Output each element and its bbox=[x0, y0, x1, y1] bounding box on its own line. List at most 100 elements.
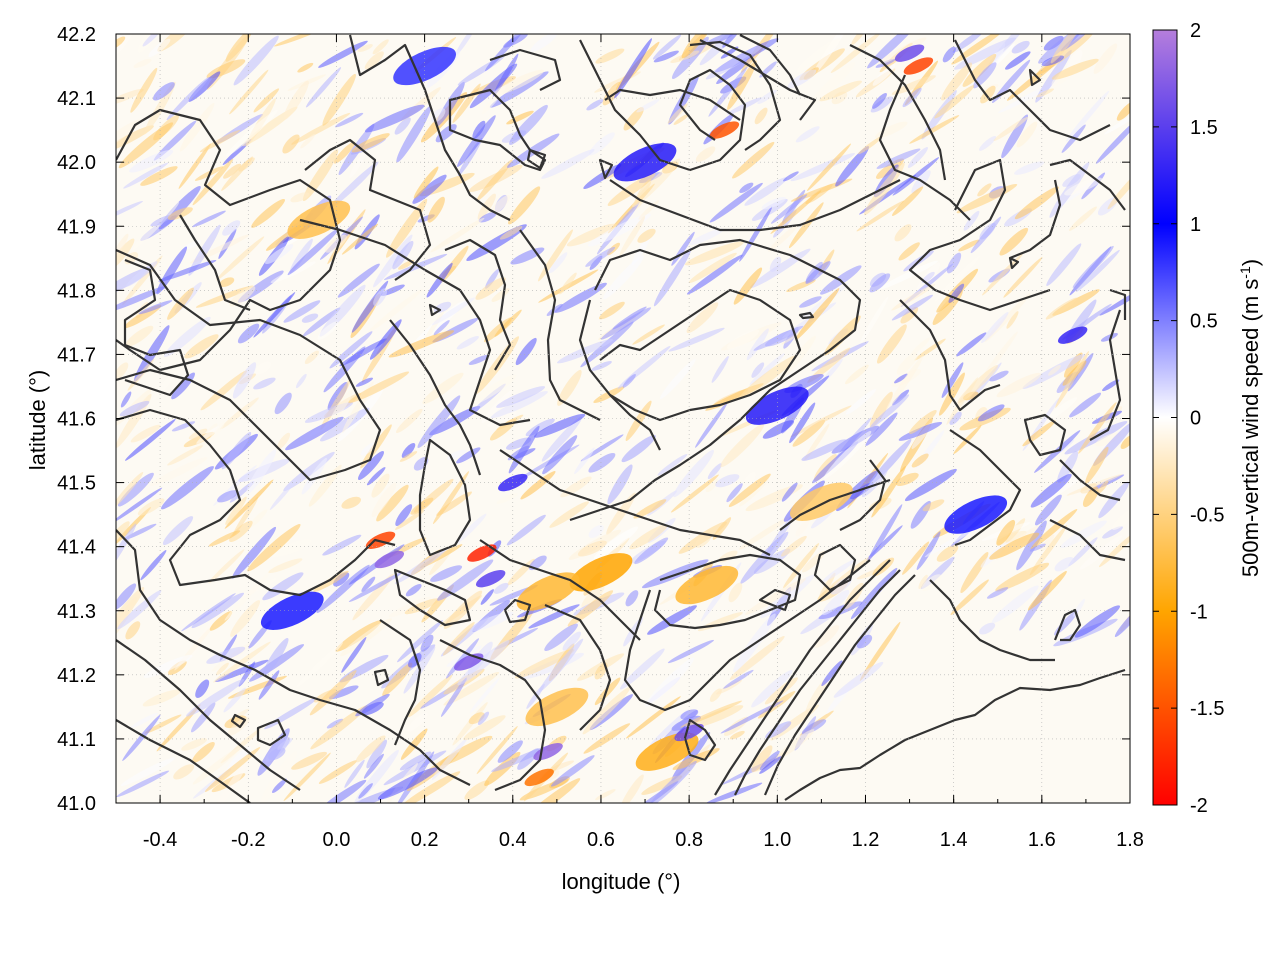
field-texture bbox=[322, 534, 362, 556]
field-texture bbox=[875, 121, 908, 139]
field-texture bbox=[410, 497, 434, 515]
contour-line bbox=[813, 543, 857, 592]
field-texture bbox=[1029, 524, 1068, 576]
field-texture bbox=[480, 589, 494, 605]
field-texture bbox=[723, 669, 754, 689]
field-texture bbox=[152, 82, 175, 101]
field-texture bbox=[621, 435, 656, 463]
field-texture bbox=[875, 58, 896, 68]
field-texture bbox=[472, 120, 486, 139]
field-texture bbox=[360, 442, 376, 456]
contour-line bbox=[763, 574, 916, 796]
field-texture bbox=[233, 35, 279, 86]
field-texture bbox=[872, 92, 887, 109]
field-texture bbox=[357, 44, 373, 52]
field-feature bbox=[524, 768, 554, 787]
field-texture bbox=[1006, 57, 1061, 101]
field-texture bbox=[574, 447, 595, 475]
field-texture bbox=[577, 540, 607, 557]
field-texture bbox=[996, 519, 1016, 546]
contour-line bbox=[699, 39, 817, 121]
field-texture bbox=[117, 472, 154, 507]
y-tick-label: 41.4 bbox=[57, 537, 96, 559]
field-texture bbox=[117, 590, 162, 630]
field-texture bbox=[709, 182, 763, 223]
field-texture bbox=[892, 389, 910, 406]
contour-line bbox=[444, 238, 512, 371]
field-texture bbox=[399, 771, 461, 803]
y-tick-label: 42.1 bbox=[57, 88, 96, 110]
field-texture bbox=[859, 296, 889, 344]
field-texture bbox=[224, 479, 274, 529]
field-texture bbox=[867, 34, 920, 69]
contour-line bbox=[599, 288, 802, 422]
field-texture bbox=[485, 268, 500, 289]
field-texture bbox=[607, 464, 633, 505]
field-texture bbox=[457, 640, 510, 686]
field-texture bbox=[1095, 432, 1121, 447]
field-texture bbox=[999, 227, 1029, 256]
field-texture bbox=[963, 210, 980, 231]
field-texture bbox=[739, 206, 773, 262]
field-texture bbox=[251, 198, 286, 228]
field-texture bbox=[262, 637, 289, 677]
contour-line bbox=[418, 438, 472, 557]
field-texture bbox=[989, 532, 1040, 560]
field-texture bbox=[232, 362, 257, 399]
field-texture bbox=[705, 478, 718, 493]
field-texture bbox=[506, 514, 546, 546]
contour-line bbox=[798, 311, 815, 320]
field-texture bbox=[229, 285, 256, 307]
field-texture bbox=[123, 523, 157, 541]
field-texture bbox=[1078, 402, 1117, 454]
field-texture bbox=[412, 174, 447, 204]
field-texture bbox=[246, 449, 277, 494]
field-texture bbox=[120, 391, 132, 408]
field-texture bbox=[588, 524, 604, 539]
field-texture bbox=[1050, 34, 1081, 64]
field-feature bbox=[944, 495, 1008, 534]
field-texture bbox=[896, 352, 918, 375]
field-texture bbox=[138, 300, 173, 315]
x-tick-label: -0.4 bbox=[143, 829, 177, 851]
field-texture bbox=[979, 622, 996, 635]
colorbar-title-close: ) bbox=[1238, 259, 1263, 266]
contour-line bbox=[949, 429, 1022, 547]
field-texture bbox=[541, 416, 583, 462]
field-texture bbox=[633, 499, 667, 519]
field-texture bbox=[126, 261, 158, 287]
field-texture bbox=[567, 590, 614, 627]
field-texture bbox=[124, 419, 176, 461]
field-texture bbox=[648, 709, 689, 748]
field-texture bbox=[1097, 480, 1109, 495]
contour-line bbox=[683, 718, 717, 762]
field-texture bbox=[468, 354, 490, 365]
field-feature bbox=[675, 565, 739, 605]
field-texture bbox=[116, 487, 163, 523]
field-texture bbox=[877, 324, 907, 364]
field-texture bbox=[681, 34, 714, 59]
field-texture bbox=[118, 122, 174, 169]
field-texture bbox=[339, 338, 388, 367]
field-texture bbox=[801, 439, 847, 461]
field-texture bbox=[333, 572, 350, 587]
field-texture bbox=[606, 492, 636, 535]
field-texture bbox=[1005, 51, 1031, 70]
field-texture bbox=[209, 421, 225, 442]
field-texture bbox=[892, 157, 940, 196]
field-texture bbox=[313, 570, 349, 593]
contour-line bbox=[373, 668, 390, 687]
field-texture bbox=[116, 238, 135, 270]
field-texture bbox=[1027, 571, 1067, 611]
contour-line bbox=[489, 48, 562, 91]
field-texture bbox=[148, 38, 171, 58]
x-tick-label: 0.2 bbox=[411, 829, 439, 851]
field-texture bbox=[808, 62, 856, 107]
x-tick-label: 1.6 bbox=[1028, 829, 1056, 851]
y-tick-label: 41.0 bbox=[57, 793, 96, 815]
field-texture bbox=[355, 735, 386, 763]
contour-line bbox=[230, 713, 247, 729]
field-texture bbox=[557, 369, 582, 406]
y-tick-label: 41.1 bbox=[57, 729, 96, 751]
field-texture bbox=[980, 85, 996, 104]
